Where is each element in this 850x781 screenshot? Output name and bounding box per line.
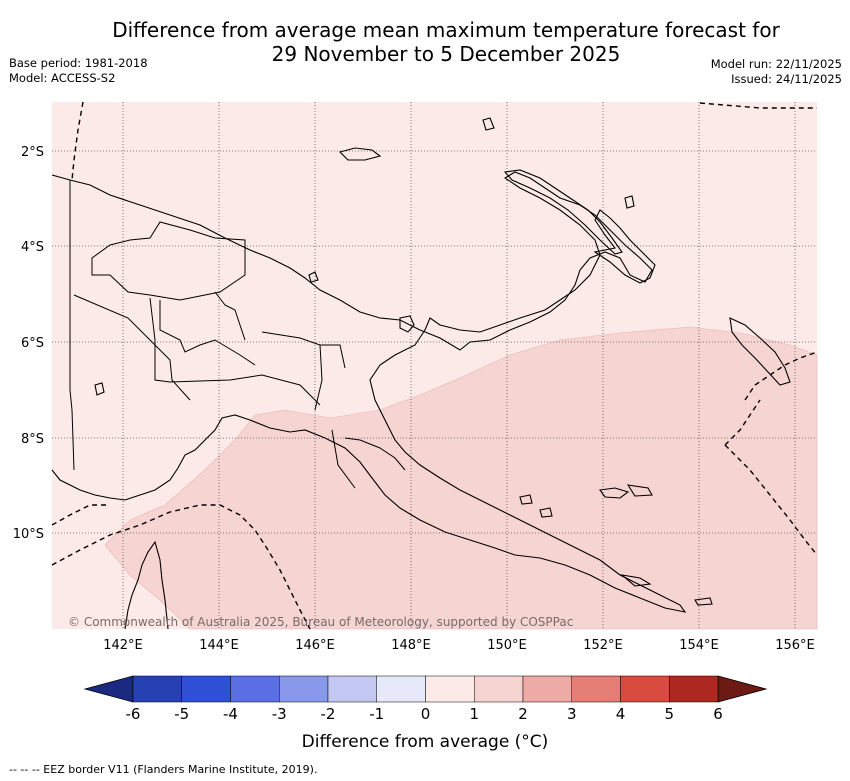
eez-legend-footer: -- -- -- EEZ border V11 (Flanders Marine… (9, 763, 318, 776)
lat-label: 6°S (21, 336, 44, 351)
colorbar-tick-label: -3 (271, 705, 287, 723)
colorbar-tick-label: 4 (615, 705, 626, 723)
colorbar-swatch (230, 675, 280, 703)
anomaly-region-1-to-2 (104, 326, 818, 630)
colorbar-left-arrow (83, 675, 134, 703)
coastlines (51, 117, 791, 630)
lat-label: 10°S (13, 527, 44, 542)
copyright-notice: © Commonwealth of Australia 2025, Bureau… (68, 615, 573, 629)
colorbar-tick-label: -6 (125, 705, 141, 723)
colorbar-tick-label: 3 (566, 705, 577, 723)
colorbar-swatch (571, 675, 621, 703)
lat-label: 4°S (21, 240, 44, 255)
colorbar-swatch (181, 675, 231, 703)
meta-right: Model run: 22/11/2025 Issued: 24/11/2025 (711, 57, 842, 87)
colorbar-tick-label: 1 (469, 705, 480, 723)
colorbar-swatch (522, 675, 572, 703)
longitude-labels: 142°E 144°E 146°E 148°E 150°E 152°E 154°… (103, 638, 815, 653)
new-britain-coastline (593, 209, 656, 284)
lon-label: 148°E (391, 638, 431, 653)
colorbar-tick-label: -5 (174, 705, 190, 723)
colorbar-tick-label: 2 (518, 705, 528, 723)
new-guinea-coastline (51, 171, 687, 613)
borders (69, 180, 406, 489)
colorbar-swatch (425, 675, 475, 703)
cape-york-coastline (124, 540, 169, 630)
colorbar-swatch (669, 675, 719, 703)
colorbar-tick-label: 0 (420, 705, 431, 723)
meta-left: Base period: 1981-2018 Model: ACCESS-S2 (9, 56, 148, 86)
colorbar-tick-label: -1 (369, 705, 385, 723)
lon-label: 150°E (487, 638, 527, 653)
lon-label: 142°E (103, 638, 143, 653)
new-ireland-coastline (503, 169, 623, 255)
issued-date: Issued: 24/11/2025 (731, 72, 842, 86)
title-line-2: 29 November to 5 December 2025 (271, 42, 621, 66)
lon-label: 154°E (679, 638, 719, 653)
lon-label: 146°E (295, 638, 335, 653)
colorbar-tick-label: -4 (223, 705, 238, 723)
graticule (52, 102, 817, 629)
lat-label: 2°S (21, 145, 44, 160)
title-line-1: Difference from average mean maximum tem… (112, 18, 780, 42)
lon-label: 144°E (199, 638, 239, 653)
colorbar-swatch (620, 675, 670, 703)
map-title: Difference from average mean maximum tem… (0, 18, 850, 66)
colorbar-tick-label: -2 (320, 705, 336, 723)
model-run: Model run: 22/11/2025 (710, 57, 842, 71)
colorbar-right-arrow (717, 675, 768, 703)
colorbar-swatch (376, 675, 426, 703)
lat-label: 8°S (21, 432, 44, 447)
colorbar-swatch (279, 675, 329, 703)
lon-label: 152°E (583, 638, 623, 653)
manus-coastline (338, 147, 382, 161)
colorbar-label: Difference from average (°C) (301, 732, 549, 752)
eez-borders (51, 101, 818, 630)
lon-label: 156°E (775, 638, 815, 653)
model-name: Model: ACCESS-S2 (9, 71, 116, 85)
colorbar (83, 675, 768, 703)
bougainville-coastline (729, 317, 791, 386)
colorbar-swatch (327, 675, 377, 703)
colorbar-tick-label: 5 (664, 705, 675, 723)
colorbar-swatch (474, 675, 524, 703)
colorbar-tick-label: 6 (713, 705, 723, 723)
colorbar-swatch (132, 675, 182, 703)
base-period: Base period: 1981-2018 (9, 56, 148, 70)
latitude-labels: 2°S 4°S 6°S 8°S 10°S (13, 145, 44, 542)
